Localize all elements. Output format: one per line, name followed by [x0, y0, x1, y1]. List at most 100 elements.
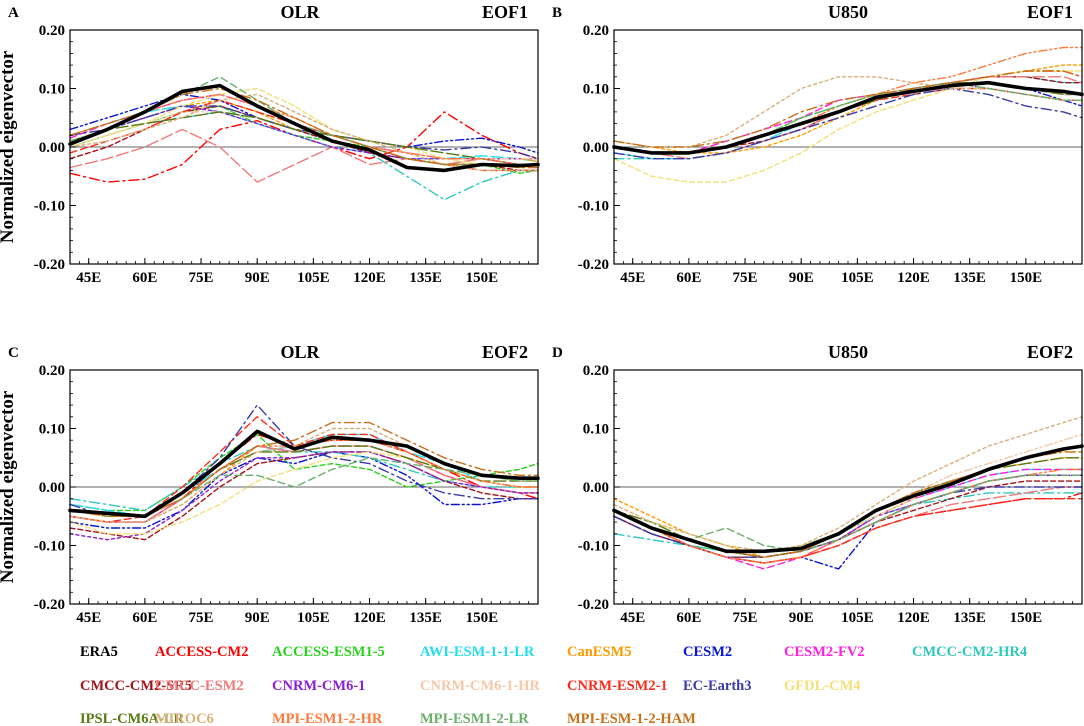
y-tick-label: 0.20 — [39, 363, 65, 379]
y-tick-label: -0.10 — [578, 539, 609, 555]
series-line-cesm2 — [613, 81, 1083, 154]
x-tick-label: 45E — [620, 270, 645, 286]
panel-a: A OLR EOF1 -0.20 -0.10 0.00 0.10 0.20 45E 60E 75E 9… — [0, 2, 540, 286]
x-tick-label: 120E — [353, 610, 386, 626]
legend-entry: GFDL-CM4 — [784, 678, 861, 694]
y-tick-label: -0.20 — [578, 597, 609, 613]
y-tick-label: -0.20 — [34, 597, 65, 613]
x-tick-label: 105E — [841, 610, 874, 626]
y-axis-label: Normalized eigenvector — [0, 50, 18, 243]
legend-entry: CMCC-CM2-SR5 — [80, 678, 192, 694]
panel-title: OLR — [280, 342, 320, 362]
x-tick-label: 135E — [409, 610, 442, 626]
legend-entry: ACCESS-CM2 — [155, 644, 248, 660]
x-tick-label: 150E — [1010, 270, 1043, 286]
panel-letter: D — [552, 345, 563, 361]
y-tick-label: 0.10 — [583, 422, 609, 438]
y-tick-label: 0.10 — [583, 82, 609, 98]
legend-entry: CMCC-CM2-HR4 — [912, 644, 1027, 660]
legend-entry: AWI-ESM-1-1-LR — [420, 644, 535, 660]
series-line-access-esm1-5 — [613, 474, 1083, 558]
series-line-ipsl-cm6a-lr — [613, 81, 1083, 154]
series-line-cnrm-cm6-1-hr — [613, 81, 1083, 154]
series-line-era5 — [68, 83, 540, 173]
panel-title: U850 — [828, 342, 868, 362]
series-line-cnrm-esm2-1 — [613, 498, 1083, 564]
legend-entry: MPI-ESM-1-2-HAM — [567, 711, 696, 726]
series-line-cmcc-esm2 — [613, 486, 1083, 564]
panel-title: OLR — [280, 2, 320, 22]
legend-entry: CNRM-ESM2-1 — [567, 678, 668, 694]
x-tick-label: 45E — [76, 610, 101, 626]
x-tick-label: 120E — [353, 270, 386, 286]
y-tick-label: -0.20 — [578, 257, 609, 273]
series-line-mpi-esm1-2-lr — [69, 76, 539, 166]
legend-entry: MPI-ESM1-2-LR — [420, 711, 529, 726]
x-tick-label: 60E — [676, 610, 701, 626]
legend-entry: CanESM5 — [567, 644, 631, 660]
panel-letter: C — [8, 345, 19, 361]
y-tick-label: 0.20 — [583, 363, 609, 379]
x-tick-label: 105E — [841, 270, 874, 286]
series-line-cnrm-cm6-1 — [613, 81, 1083, 154]
legend-entry: CNRM-CM6-1 — [272, 678, 365, 694]
x-tick-label: 90E — [789, 610, 814, 626]
x-tick-label: 45E — [76, 270, 101, 286]
x-tick-label: 75E — [733, 610, 758, 626]
series-line-era5 — [612, 444, 1084, 554]
series-line-miroc6 — [613, 76, 1083, 148]
panel-b: B U850 EOF1 -0.20 -0.10 0.00 0.10 0.20 45E 60E 75E… — [552, 2, 1084, 286]
series-line-cesm2 — [69, 451, 539, 529]
x-tick-label: 150E — [466, 610, 499, 626]
x-tick-label: 45E — [620, 610, 645, 626]
y-tick-label: 0.10 — [39, 422, 65, 438]
legend-entry: EC-Earth3 — [683, 678, 751, 694]
y-tick-label: 0.20 — [583, 23, 609, 39]
series-line-cesm2-fv2 — [613, 468, 1083, 570]
y-tick-label: -0.20 — [34, 257, 65, 273]
series-line-ipsl-cm6a-lr — [613, 457, 1083, 558]
series-line-ec-earth3 — [613, 87, 1083, 160]
series-line-cnrm-cm6-1 — [69, 451, 539, 541]
panel-title: U850 — [828, 2, 868, 22]
legend: ERA5 ACCESS-CM2 ACCESS-ESM1-5 AWI-ESM-1-1-L… — [80, 644, 1027, 726]
series-line-era5 — [68, 429, 540, 519]
series-line-mpi-esm-1-2-ham — [613, 70, 1083, 148]
y-tick-label: 0.00 — [39, 480, 65, 496]
series-line-canesm5 — [613, 457, 1083, 558]
series-line-gfdl-cm4 — [69, 87, 539, 169]
legend-entry: CESM2-FV2 — [784, 644, 865, 660]
x-tick-label: 90E — [245, 610, 270, 626]
y-tick-label: -0.10 — [34, 199, 65, 215]
x-tick-label: 75E — [189, 610, 214, 626]
panel-subtitle: EOF1 — [482, 2, 528, 22]
series-line-mpi-esm1-2-lr — [613, 81, 1083, 154]
y-tick-label: 0.00 — [39, 140, 65, 156]
x-tick-label: 90E — [789, 270, 814, 286]
x-tick-label: 105E — [297, 270, 330, 286]
x-tick-label: 60E — [132, 610, 157, 626]
legend-entry: MIROC6 — [155, 711, 214, 726]
y-tick-label: 0.20 — [39, 23, 65, 39]
series-line-cesm2-fv2 — [613, 81, 1083, 154]
x-tick-label: 150E — [1010, 610, 1043, 626]
series-line-miroc6 — [613, 416, 1083, 552]
panel-subtitle: EOF2 — [482, 342, 528, 362]
series-line-awi-esm-1-1-lr — [613, 76, 1083, 160]
series-line-gfdl-cm4 — [69, 451, 539, 535]
panel-letter: B — [552, 5, 562, 21]
series-line-era5 — [612, 80, 1084, 155]
panel-d: D U850 EOF2 -0.20 -0.10 0.00 0.10 0.20 45E 60E 75E… — [552, 342, 1084, 626]
series-group — [612, 416, 1084, 570]
x-tick-label: 135E — [953, 270, 986, 286]
x-tick-label: 150E — [466, 270, 499, 286]
series-line-access-esm1-5 — [613, 81, 1083, 154]
series-line-cmcc-esm2 — [69, 128, 539, 183]
series-line-cmcc-esm2 — [613, 76, 1083, 160]
panel-letter: A — [8, 5, 19, 21]
y-tick-label: 0.00 — [583, 140, 609, 156]
legend-entry: MPI-ESM1-2-HR — [272, 711, 383, 726]
legend-entry: ERA5 — [80, 644, 118, 660]
x-tick-label: 120E — [897, 610, 930, 626]
